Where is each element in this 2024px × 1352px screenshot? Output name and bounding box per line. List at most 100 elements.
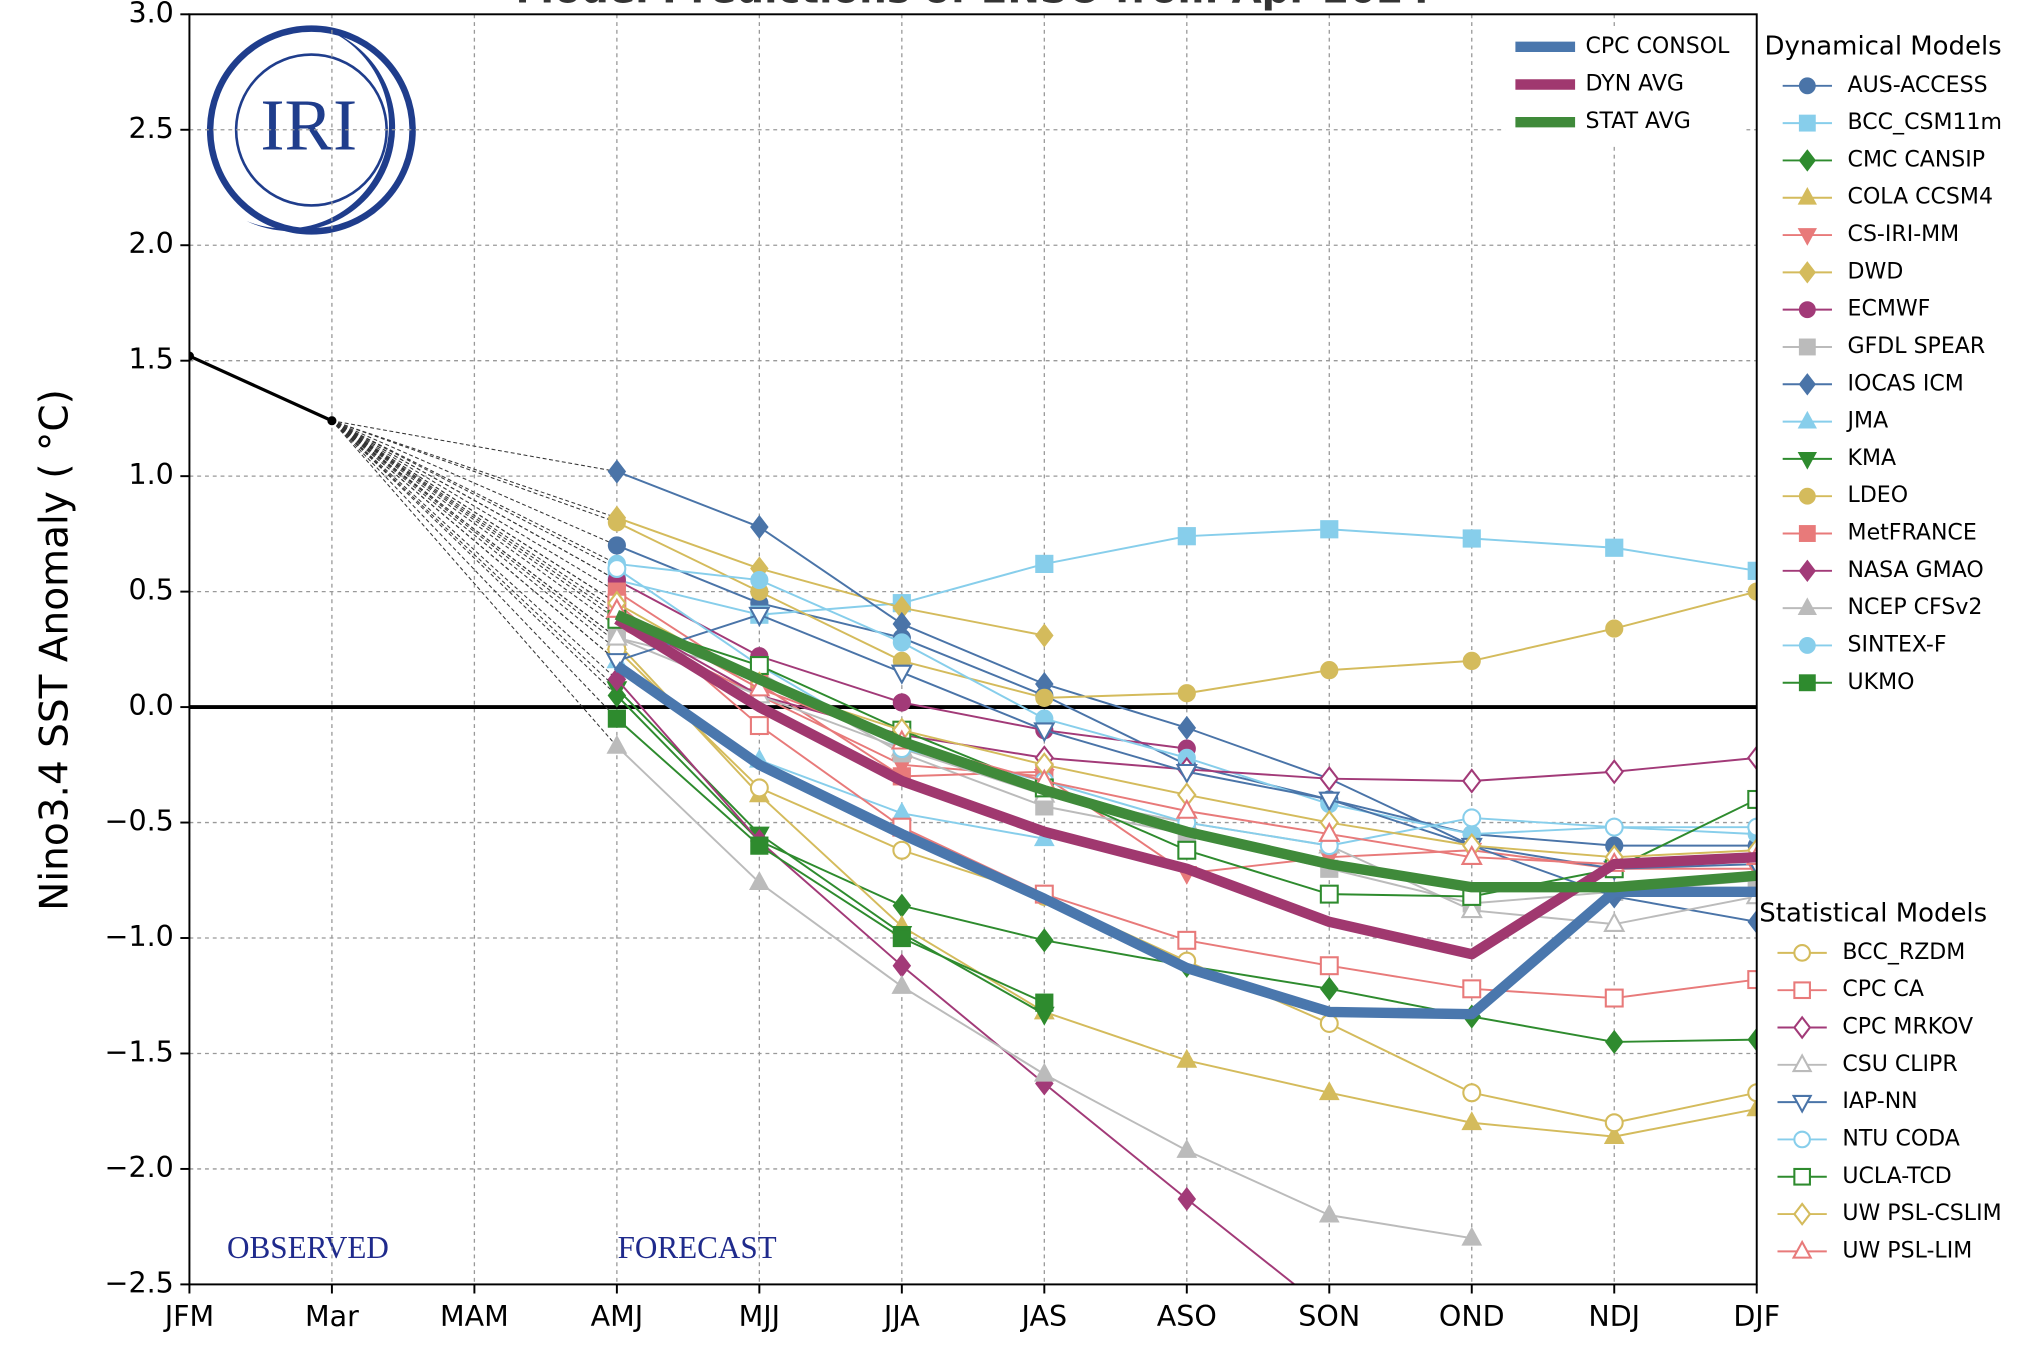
marker xyxy=(892,893,912,918)
marker xyxy=(1033,722,1056,743)
marker xyxy=(1177,684,1196,703)
marker xyxy=(748,606,771,628)
marker xyxy=(1604,817,1624,837)
marker xyxy=(1319,765,1340,792)
marker xyxy=(1177,1186,1197,1212)
legend-label: BCC_CSM11m xyxy=(1848,110,2002,135)
marker xyxy=(1798,338,1816,356)
connector xyxy=(331,420,617,473)
marker xyxy=(1318,791,1341,812)
marker xyxy=(1798,301,1816,319)
marker xyxy=(750,570,769,590)
legend-label: UW PSL-LIM xyxy=(1842,1238,1972,1263)
chart-title: Model Predictions of ENSO from Apr 2024 xyxy=(516,0,1431,13)
legend-label: LDEO xyxy=(1848,483,1909,508)
y-axis-label: Nino3.4 SST Anomaly ( °C) xyxy=(33,389,78,911)
logo-ring xyxy=(206,25,416,235)
marker xyxy=(1798,77,1816,95)
marker xyxy=(1747,970,1757,990)
marker xyxy=(1605,538,1624,557)
x-tick-label: JFM xyxy=(163,1299,214,1333)
y-tick-label: 1.5 xyxy=(128,342,173,376)
legend-label: CPC MRKOV xyxy=(1842,1015,1973,1040)
legend-label: CPC CONSOL xyxy=(1585,34,1730,59)
marker xyxy=(1798,487,1816,505)
marker xyxy=(1462,529,1481,548)
marker xyxy=(892,633,911,652)
connector xyxy=(331,420,618,747)
connector xyxy=(331,420,618,620)
marker xyxy=(1175,798,1198,819)
legend-label: ECMWF xyxy=(1848,297,1931,322)
marker xyxy=(1462,1083,1482,1103)
y-tick-label: 3.0 xyxy=(128,0,173,29)
legend-label: SINTEX-F xyxy=(1848,632,1947,657)
logo-text: IRI xyxy=(260,84,357,165)
marker xyxy=(1319,1013,1339,1033)
marker xyxy=(1793,1130,1811,1149)
x-tick-label: SON xyxy=(1298,1299,1360,1333)
y-tick-label: −2.5 xyxy=(105,1265,174,1299)
marker xyxy=(1319,956,1339,976)
connector xyxy=(331,420,618,604)
legend-label: NTU CODA xyxy=(1842,1126,1959,1151)
marker xyxy=(1603,1125,1625,1145)
x-tick-label: ASO xyxy=(1157,1299,1217,1333)
legend-label: JMA xyxy=(1846,409,1889,434)
marker xyxy=(750,836,769,855)
observed-point xyxy=(327,416,337,426)
marker xyxy=(1797,228,1817,246)
legend-title: Dynamical Models xyxy=(1765,31,2002,61)
marker xyxy=(1746,745,1757,771)
y-tick-label: 0.5 xyxy=(128,573,173,607)
marker xyxy=(1318,821,1341,842)
marker xyxy=(1604,1029,1624,1054)
average-line xyxy=(614,614,1757,960)
marker xyxy=(1035,993,1054,1012)
y-tick-label: 2.5 xyxy=(128,111,173,145)
y-tick-label: −2.0 xyxy=(105,1150,174,1184)
connector xyxy=(331,420,618,643)
marker xyxy=(1462,979,1482,999)
connector xyxy=(331,420,618,616)
marker xyxy=(1320,661,1339,680)
legend-label: UKMO xyxy=(1848,670,1915,695)
plot-area xyxy=(189,351,1757,1285)
marker xyxy=(1320,520,1339,539)
marker xyxy=(1793,981,1811,1000)
marker xyxy=(1460,844,1483,865)
marker xyxy=(1747,582,1757,601)
marker xyxy=(1798,373,1816,396)
connector xyxy=(331,420,618,523)
marker xyxy=(891,975,913,994)
marker xyxy=(1798,261,1816,284)
marker xyxy=(1798,114,1816,132)
legend-label: CSU CLIPR xyxy=(1842,1052,1957,1077)
marker xyxy=(1604,759,1624,785)
marker xyxy=(1793,1202,1812,1226)
marker xyxy=(607,459,627,484)
connector xyxy=(331,420,618,696)
x-tick-label: MAM xyxy=(440,1299,509,1333)
marker xyxy=(1318,1203,1340,1223)
connector xyxy=(331,420,618,689)
legend-label: GFDL SPEAR xyxy=(1848,334,1986,359)
marker xyxy=(605,625,628,646)
marker xyxy=(1747,1027,1757,1052)
marker xyxy=(1319,884,1339,904)
marker xyxy=(892,840,912,860)
model-line xyxy=(616,678,1296,1285)
marker xyxy=(1798,674,1816,692)
connector xyxy=(331,420,618,719)
legend-label: CMC CANSIP xyxy=(1848,147,1986,172)
legend-label: COLA CCSM4 xyxy=(1848,185,1993,210)
marker xyxy=(1462,651,1481,670)
average-line xyxy=(614,609,1757,893)
marker xyxy=(1798,559,1816,583)
forecast-annotation: FORECAST xyxy=(618,1230,777,1265)
marker xyxy=(1604,1113,1624,1133)
marker xyxy=(607,559,627,579)
legend-label: NCEP CFSv2 xyxy=(1848,595,1983,620)
marker xyxy=(748,871,770,890)
